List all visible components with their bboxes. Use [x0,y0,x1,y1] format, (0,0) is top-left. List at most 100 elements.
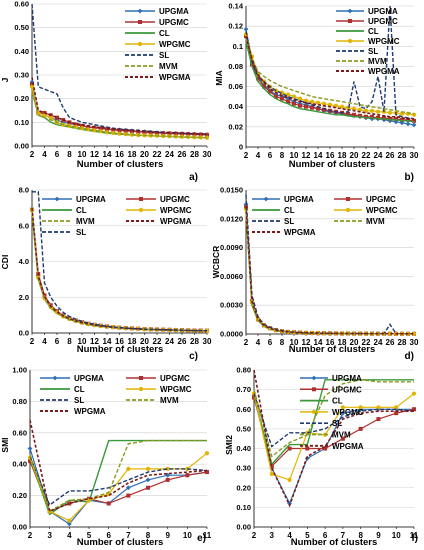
y-tick-label: 0.1 [233,42,243,51]
data-point-wpgmc [42,113,47,118]
series-line-mvm [245,38,415,115]
data-point-wpgmc [79,126,85,131]
legend-label-upgma: UPGMA [368,7,398,16]
series-line-sl [245,194,414,335]
data-point-wpgmc [117,325,122,330]
data-point-wpgmc [411,112,417,117]
data-point-upgmc [28,459,32,464]
panel-tag: f) [411,533,418,544]
data-point-upgma [369,116,375,122]
x-tick-label: 18 [128,150,137,159]
x-tick-label: 9 [165,531,170,540]
data-point-upgma [387,118,393,124]
x-tick-label: 4 [256,151,261,160]
legend-label-upgma: UPGMA [332,374,362,383]
x-tick-label: 28 [398,338,407,347]
data-point-wpgmc [287,477,292,482]
data-point-upgmc [80,123,84,128]
x-tick-label: 18 [338,151,347,160]
data-point-upgmc [316,106,320,111]
y-tick-label: 0.08 [228,62,243,71]
data-point-upgmc [98,126,103,131]
y-tick-label: 0 [239,143,243,152]
series-line-wpgmc [253,393,415,481]
x-tick-label: 14 [103,337,112,346]
data-point-upgmc [358,426,363,431]
legend-marker-wpgmc [345,207,351,213]
x-tick-label: 28 [398,151,407,160]
data-point-upgmc [394,116,398,121]
legend-marker-upgmc [346,197,350,201]
data-point-wpgmc [297,96,303,101]
x-tick-label: 20 [350,338,359,347]
x-tick-label: 12 [90,150,99,159]
series-line-sl [245,5,415,120]
legend-label-wpgma: WPGMA [74,407,106,416]
data-point-upgmc [123,128,128,133]
x-tick-label: 30 [203,337,212,346]
data-point-upgma [273,92,279,98]
data-point-upgmc [376,115,380,120]
x-tick-label: 8 [146,531,151,540]
y-tick-label: 0.0090 [220,243,243,252]
series-line-wpgma [31,207,208,332]
x-tick-label: 5 [87,531,92,540]
y-tick-label: 0.20 [12,491,27,500]
y-tick-label: 0.60 [14,0,29,9]
x-tick-label: 6 [106,531,111,540]
data-point-upgma [54,117,60,123]
x-tick-label: 30 [203,150,212,159]
data-point-upgma [340,410,346,416]
x-tick-label: 26 [178,337,187,346]
series-line-cl [253,379,414,466]
x-tick-label: 7 [341,531,346,540]
legend-label-sl: SL [74,396,84,405]
legend-label-cl: CL [159,29,170,38]
legend-label-mvm: MVM [160,396,179,405]
y-tick-label: 0.00 [236,523,251,532]
series-line-mvm [245,211,414,335]
x-tick-label: 2 [28,531,33,540]
y-tick-label: 0.0150 [220,186,243,195]
legend-marker-upgma [263,196,269,202]
y-axis-label: MIA [214,70,224,86]
y-tick-label: 0.10 [236,503,251,512]
series-line-wpgmc [29,452,208,522]
legend-label-wpgmc: WPGMC [332,408,364,417]
x-tick-label: 24 [374,338,383,347]
data-point-upgma [29,79,35,85]
legend-label-mvm: MVM [159,62,178,71]
x-tick-label: 26 [386,338,395,347]
data-point-upgmc [73,122,78,127]
y-tick-label: 0.00 [12,523,27,532]
y-tick-label: 0.30 [14,71,29,80]
data-point-wpgmc [29,84,35,89]
legend-label-upgma: UPGMA [76,195,106,204]
legend-marker-upgmc [139,376,143,380]
data-point-wpgmc [387,110,393,115]
data-point-wpgmc [321,101,327,106]
x-tick-label: 2 [252,531,257,540]
legend-label-wpgma: WPGMA [159,73,191,82]
x-axis-label: Number of clusters [77,344,164,355]
x-tick-label: 16 [115,150,124,159]
y-tick-label: 0.0120 [220,214,243,223]
data-point-upgmc [205,132,209,137]
data-point-upgmc [364,114,368,119]
legend-label-wpgmc: WPGMC [368,37,400,46]
legend-label-wpgmc: WPGMC [159,40,191,49]
data-point-wpgmc [291,94,297,99]
legend-label-cl: CL [76,206,87,215]
x-tick-label: 8 [67,150,72,159]
data-point-wpgmc [204,451,210,456]
data-point-wpgmc [340,405,345,410]
data-point-upgmc [352,112,356,117]
y-tick-label: 0.0060 [220,272,243,281]
legend-label-wpgma: WPGMA [332,442,364,451]
series-line-wpgma [245,206,414,335]
data-point-upgmc [304,104,308,109]
x-tick-label: 2 [30,150,35,159]
data-point-wpgmc [375,109,381,114]
x-tick-label: 6 [55,337,60,346]
